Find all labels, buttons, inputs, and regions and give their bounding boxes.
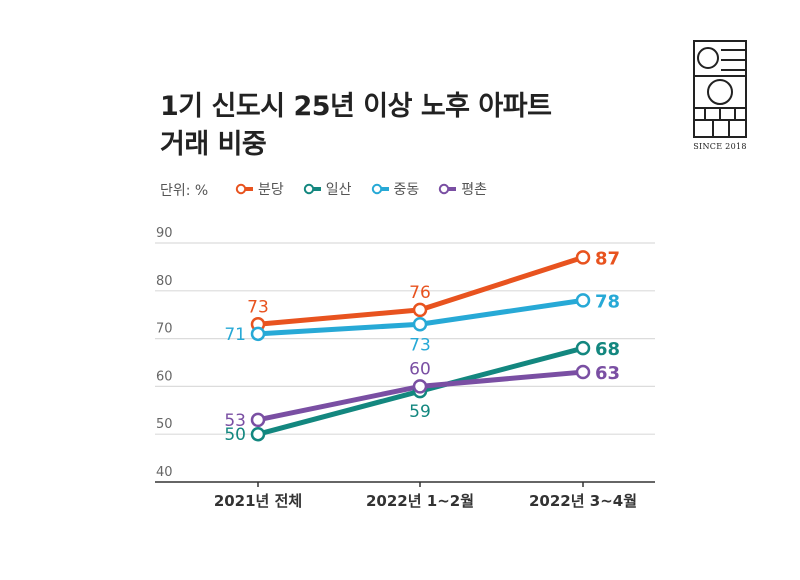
legend-label: 평촌 (461, 182, 488, 198)
y-tick-label: 80 (156, 274, 173, 289)
data-label: 73 (409, 335, 431, 355)
data-label: 73 (247, 297, 269, 317)
data-label: 60 (409, 359, 431, 379)
y-tick-label: 40 (156, 465, 173, 480)
x-tick-label: 2021년 전체 (214, 492, 302, 510)
data-label: 76 (409, 283, 431, 303)
logo-mark (693, 40, 747, 138)
data-point (412, 302, 428, 318)
y-tick-label: 90 (156, 226, 173, 241)
legend-marker-icon (303, 183, 321, 195)
data-point (250, 426, 266, 442)
logo-text: SINCE 2018 (693, 142, 747, 151)
data-point (250, 412, 266, 428)
y-tick-label: 60 (156, 369, 173, 384)
y-tick-label: 70 (156, 322, 173, 337)
data-point (412, 379, 428, 394)
legend-label: 분당 (258, 182, 284, 198)
title-line-1: 1기 신도시 25년 이상 노후 아파트 (160, 91, 552, 122)
legend-label: 중동 (393, 182, 420, 198)
legend-label: 일산 (325, 182, 352, 198)
data-point (412, 317, 428, 332)
legend-marker-icon (235, 183, 253, 195)
data-point (575, 250, 591, 265)
data-label: 87 (595, 248, 620, 269)
data-point (575, 364, 591, 380)
legend-item: 평촌 (437, 179, 487, 199)
y-tick-label: 50 (156, 417, 173, 432)
data-label: 68 (595, 339, 620, 360)
data-label: 71 (224, 325, 246, 345)
data-label: 78 (595, 291, 620, 312)
data-label: 59 (409, 402, 431, 422)
legend-item: 분당 (234, 179, 284, 199)
data-point (575, 340, 591, 356)
x-tick-label: 2022년 3~4월 (529, 492, 637, 510)
data-label: 53 (224, 411, 246, 431)
legend-marker-icon (371, 183, 389, 195)
chart-title: 1기 신도시 25년 이상 노후 아파트 거래 비중 (160, 88, 552, 164)
legend-item: 중동 (370, 179, 420, 199)
title-line-2: 거래 비중 (160, 129, 267, 160)
unit-label: 단위: % (160, 183, 209, 199)
legend-item: 일산 (302, 179, 352, 199)
data-label: 63 (595, 363, 620, 384)
data-point (250, 326, 266, 342)
data-point (575, 293, 591, 308)
legend-marker-icon (439, 183, 457, 195)
x-tick-label: 2022년 1~2월 (366, 492, 474, 510)
legend: 분당 일산 중동 평촌 (234, 179, 487, 199)
data-label: 50 (224, 425, 246, 445)
